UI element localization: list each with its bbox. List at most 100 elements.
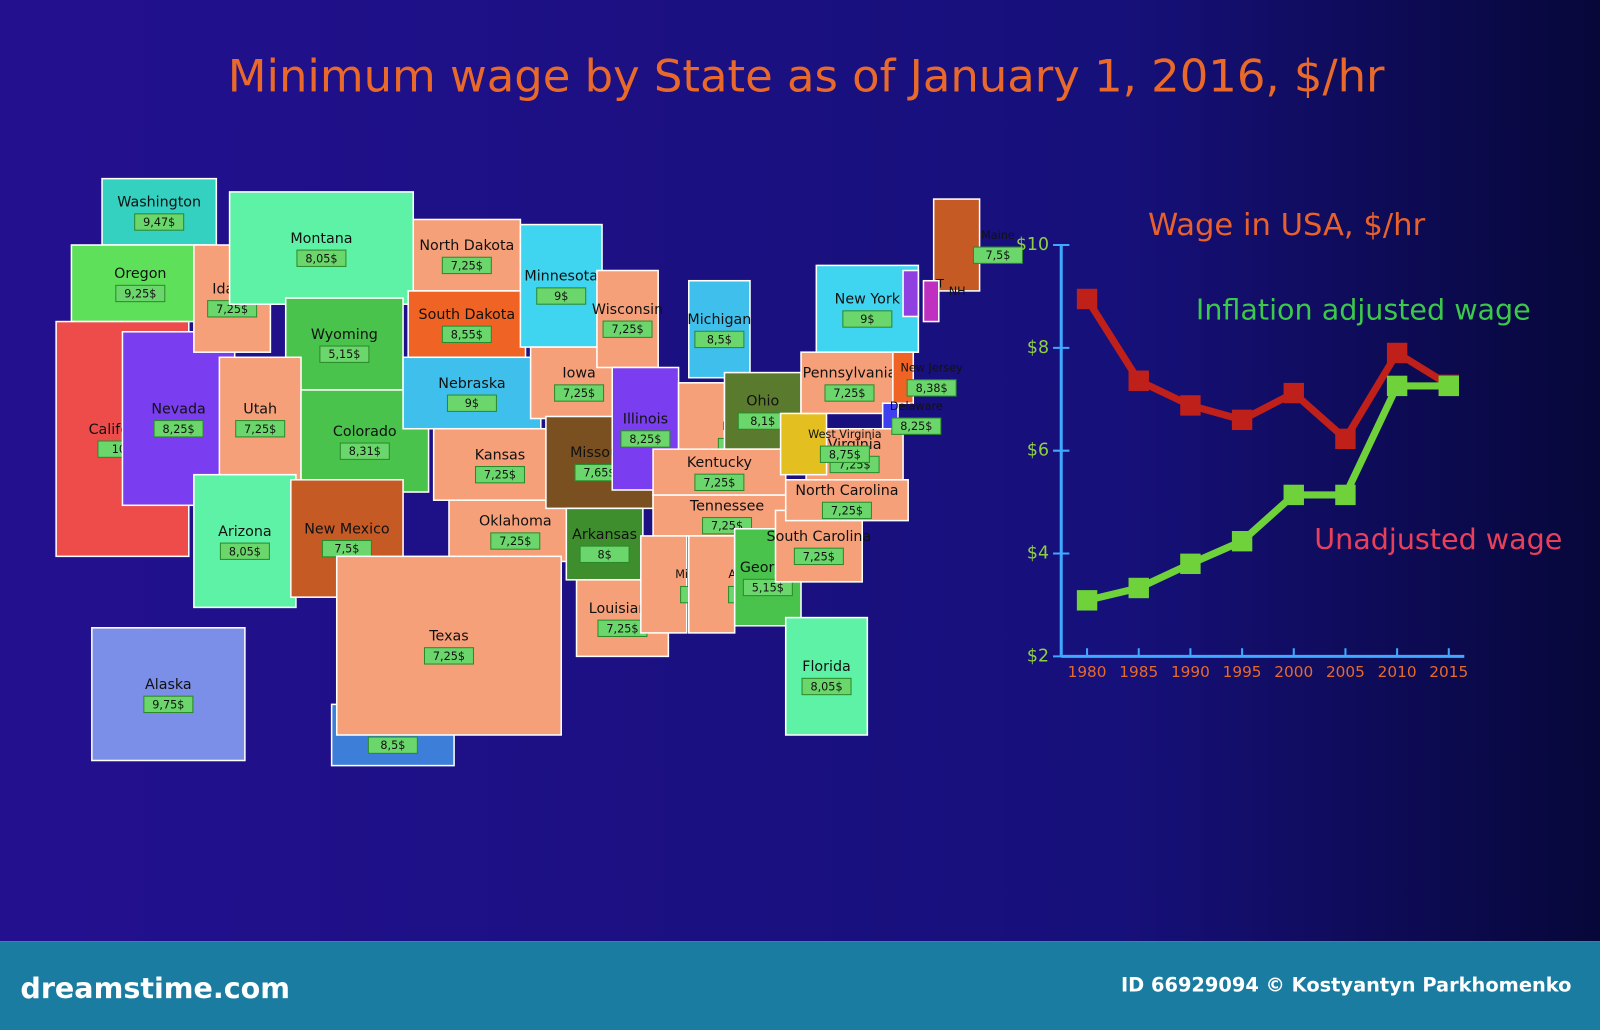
state-shape xyxy=(932,198,981,292)
state-name: Delaware xyxy=(890,400,943,413)
state-wage: 7,25$ xyxy=(433,650,465,663)
money-icon xyxy=(319,345,370,363)
money-icon xyxy=(821,501,872,520)
money-icon xyxy=(153,420,204,438)
state-shape xyxy=(412,218,522,292)
state-wage: 7,5$ xyxy=(334,543,359,556)
state-shape xyxy=(193,473,297,609)
state-shape xyxy=(800,351,899,415)
money-icon xyxy=(694,330,745,349)
state-wage: 8,38$ xyxy=(916,382,948,395)
state-wage: 7,65$ xyxy=(583,467,615,480)
state-shape xyxy=(70,244,210,323)
money-icon xyxy=(441,325,492,343)
state-shape xyxy=(519,223,603,348)
money-icon xyxy=(490,532,541,550)
state-shape xyxy=(228,191,415,305)
state-wage: 9$ xyxy=(465,397,479,410)
state-shape xyxy=(101,177,218,246)
state-name: Oklahoma xyxy=(479,514,552,530)
money-icon xyxy=(620,430,671,448)
state-name: Colorado xyxy=(333,424,397,440)
state-shape xyxy=(402,356,542,430)
state-name: New Jersey xyxy=(901,362,964,375)
money-icon xyxy=(793,547,844,566)
state-wage: 7,25$ xyxy=(216,303,248,316)
series-marker xyxy=(1283,382,1304,404)
money-icon xyxy=(819,445,870,463)
footer-site: dreamstime.com xyxy=(20,971,290,1005)
state-name: Kentucky xyxy=(687,455,753,471)
state-shape xyxy=(902,269,920,318)
state-wage: 8,5$ xyxy=(380,739,405,752)
state-name: Oregon xyxy=(114,266,166,282)
series-marker xyxy=(1076,590,1098,611)
state-name: Pennsylvania xyxy=(803,366,897,382)
money-icon xyxy=(891,417,942,435)
state-wage: 7,25$ xyxy=(703,476,735,489)
state-wage: 9,25$ xyxy=(124,288,156,301)
state-shape xyxy=(922,279,940,323)
state-name: Iowa xyxy=(562,366,595,382)
state-shape xyxy=(335,555,562,736)
y-tick-label: $10 xyxy=(1016,235,1049,255)
state-wage: 7,25$ xyxy=(606,622,638,635)
state-wage: 7,25$ xyxy=(563,387,595,400)
series-marker xyxy=(1283,484,1304,506)
series-marker xyxy=(1231,409,1253,431)
series-marker xyxy=(1438,375,1459,397)
money-icon xyxy=(296,249,347,267)
series-marker xyxy=(1386,375,1408,397)
state-name: Minnesota xyxy=(524,269,598,285)
state-name: South Dakota xyxy=(419,307,516,323)
money-icon xyxy=(694,473,745,492)
money-icon xyxy=(906,379,957,397)
state-shape xyxy=(448,499,583,563)
state-wage: 5,15$ xyxy=(328,348,360,361)
state-name: Washington xyxy=(117,195,201,211)
x-tick-label: 2005 xyxy=(1326,663,1365,681)
money-icon xyxy=(134,213,185,231)
series-marker xyxy=(1335,484,1356,506)
state-shape xyxy=(284,297,404,391)
money-icon xyxy=(742,578,793,597)
state-name: North Carolina xyxy=(795,483,898,499)
state-name: Wisconsin xyxy=(592,302,663,318)
series-marker xyxy=(1128,370,1149,391)
state-wage: 7,25$ xyxy=(833,387,865,400)
state-wage: 9$ xyxy=(860,313,874,326)
series-marker xyxy=(1076,288,1098,310)
state-name: Arkansas xyxy=(572,527,637,543)
state-name: Nevada xyxy=(151,401,205,417)
state-shape xyxy=(596,269,659,369)
state-wage: 9,75$ xyxy=(152,698,184,711)
state-shape xyxy=(779,412,828,476)
state-name: Texas xyxy=(428,628,468,644)
series-marker xyxy=(1386,342,1408,364)
state-name: Michigan xyxy=(687,312,751,328)
state-wage: 5,15$ xyxy=(752,581,784,594)
money-icon xyxy=(475,466,525,484)
state-name: Tennessee xyxy=(689,498,765,514)
series-marker xyxy=(1231,530,1253,552)
x-tick-label: 1980 xyxy=(1068,663,1107,681)
state-wage: 8,5$ xyxy=(707,333,732,346)
money-icon xyxy=(446,394,497,412)
money-icon xyxy=(235,420,286,438)
footer-credit: ID 66929094 © Kostyantyn Parkhomenko xyxy=(1121,974,1571,997)
money-icon xyxy=(824,384,875,402)
money-icon xyxy=(441,256,492,275)
y-tick-label: $6 xyxy=(1027,441,1049,461)
state-name: Maine xyxy=(981,229,1015,242)
state-name: Nebraska xyxy=(438,376,505,392)
footer-band xyxy=(0,941,1600,1030)
state-shape xyxy=(565,507,644,581)
state-shape xyxy=(815,264,920,353)
state-wage: 8,25$ xyxy=(163,423,195,436)
money-icon xyxy=(115,284,166,303)
state-shape xyxy=(784,616,869,736)
y-tick-label: $8 xyxy=(1027,338,1049,358)
state-shape xyxy=(640,535,688,634)
state-name: Arizona xyxy=(218,524,272,540)
series-marker xyxy=(1335,428,1356,450)
